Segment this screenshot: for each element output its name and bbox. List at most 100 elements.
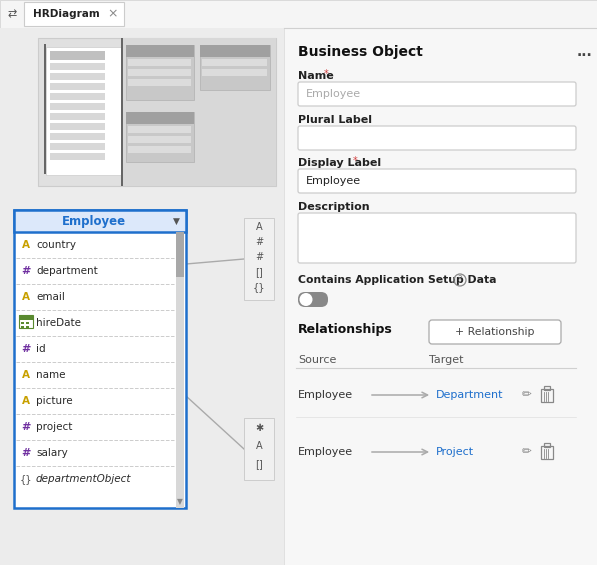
Text: A: A: [22, 370, 30, 380]
Text: #: #: [255, 252, 263, 262]
Bar: [50, 143, 105, 150]
Bar: [14, 210, 186, 232]
Bar: [21, 326, 24, 328]
Text: id: id: [36, 344, 45, 354]
Bar: [126, 112, 194, 162]
Circle shape: [300, 293, 312, 306]
Bar: [46, 47, 121, 175]
Text: #: #: [21, 422, 30, 432]
Text: []: []: [255, 459, 263, 469]
Text: Description: Description: [298, 202, 370, 212]
Text: Plural Label: Plural Label: [298, 115, 372, 125]
Text: ✏: ✏: [522, 389, 532, 402]
Text: Employee: Employee: [62, 215, 126, 228]
Bar: [202, 69, 267, 76]
Bar: [126, 45, 194, 57]
Bar: [128, 126, 191, 133]
FancyBboxPatch shape: [298, 82, 576, 106]
Text: name: name: [36, 370, 66, 380]
Text: Source: Source: [298, 355, 336, 365]
Bar: [123, 38, 276, 186]
Bar: [128, 146, 191, 153]
Text: {}: {}: [253, 282, 265, 292]
Bar: [0, 28, 284, 565]
Text: Project: Project: [436, 447, 474, 457]
Text: ▲: ▲: [178, 236, 184, 245]
Bar: [50, 93, 105, 100]
Bar: [128, 69, 191, 76]
FancyBboxPatch shape: [298, 169, 576, 193]
Bar: [128, 79, 191, 86]
Bar: [128, 59, 191, 66]
Text: Contains Application Setup Data: Contains Application Setup Data: [298, 275, 497, 285]
Bar: [50, 73, 105, 80]
Bar: [50, 83, 105, 90]
Bar: [126, 112, 194, 124]
Bar: [284, 28, 597, 565]
Bar: [176, 232, 184, 508]
Text: Employee: Employee: [298, 390, 353, 400]
FancyBboxPatch shape: [298, 292, 328, 307]
Text: ...: ...: [577, 45, 593, 59]
Text: ✱: ✱: [255, 423, 263, 433]
Bar: [50, 123, 105, 130]
Bar: [244, 418, 274, 480]
Text: A: A: [22, 240, 30, 250]
Bar: [19, 315, 33, 328]
Bar: [541, 446, 553, 459]
Text: #: #: [255, 237, 263, 247]
Bar: [50, 153, 105, 160]
Bar: [0, 0, 597, 28]
Bar: [544, 443, 550, 447]
Bar: [50, 63, 105, 70]
Bar: [50, 133, 105, 140]
Text: {}: {}: [20, 474, 32, 484]
Text: A: A: [256, 222, 262, 232]
Text: ✏: ✏: [522, 445, 532, 459]
Bar: [244, 218, 274, 300]
Text: email: email: [36, 292, 65, 302]
FancyBboxPatch shape: [298, 126, 576, 150]
Text: department: department: [36, 266, 98, 276]
Bar: [121, 38, 123, 186]
Text: departmentObject: departmentObject: [36, 474, 131, 484]
Text: salary: salary: [36, 448, 67, 458]
Text: Business Object: Business Object: [298, 45, 423, 59]
Text: *: *: [324, 69, 329, 79]
Text: Name: Name: [298, 71, 334, 81]
Bar: [176, 232, 184, 277]
Text: ▼: ▼: [177, 498, 183, 506]
Text: hireDate: hireDate: [36, 318, 81, 328]
Text: ▼: ▼: [173, 216, 180, 225]
Bar: [50, 51, 105, 60]
Bar: [50, 103, 105, 110]
Text: + Relationship: + Relationship: [456, 327, 535, 337]
Bar: [544, 386, 550, 390]
Bar: [24, 2, 124, 26]
Text: picture: picture: [36, 396, 73, 406]
Text: Department: Department: [436, 390, 503, 400]
Text: Relationships: Relationships: [298, 324, 393, 337]
FancyBboxPatch shape: [298, 213, 576, 263]
Text: HRDiagram: HRDiagram: [33, 9, 99, 19]
Bar: [14, 210, 186, 508]
Text: A: A: [22, 396, 30, 406]
Bar: [21, 322, 24, 324]
Bar: [19, 315, 33, 320]
Bar: [50, 113, 105, 120]
Text: ?: ?: [458, 276, 462, 285]
Text: ×: ×: [107, 7, 118, 20]
Text: Employee: Employee: [306, 176, 361, 186]
Bar: [202, 59, 267, 66]
Bar: [26, 326, 29, 328]
Text: Employee: Employee: [298, 447, 353, 457]
Text: []: []: [255, 267, 263, 277]
Text: country: country: [36, 240, 76, 250]
Text: Display Label: Display Label: [298, 158, 381, 168]
Bar: [541, 389, 553, 402]
Bar: [26, 322, 29, 324]
Bar: [200, 45, 270, 57]
Bar: [38, 38, 276, 186]
Text: *: *: [353, 156, 358, 166]
Bar: [200, 45, 270, 90]
